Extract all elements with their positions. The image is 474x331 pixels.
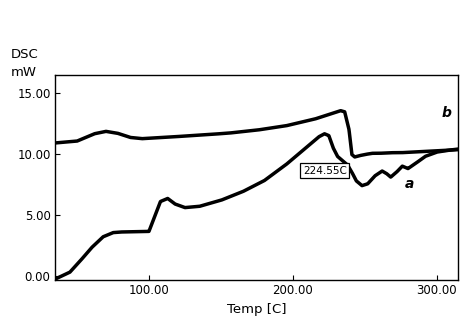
Text: mW: mW [11,67,37,79]
X-axis label: Temp [C]: Temp [C] [227,303,287,316]
Text: DSC: DSC [11,48,39,61]
Text: a: a [405,177,414,191]
Text: 224.55C: 224.55C [303,166,347,175]
Text: b: b [441,106,451,120]
